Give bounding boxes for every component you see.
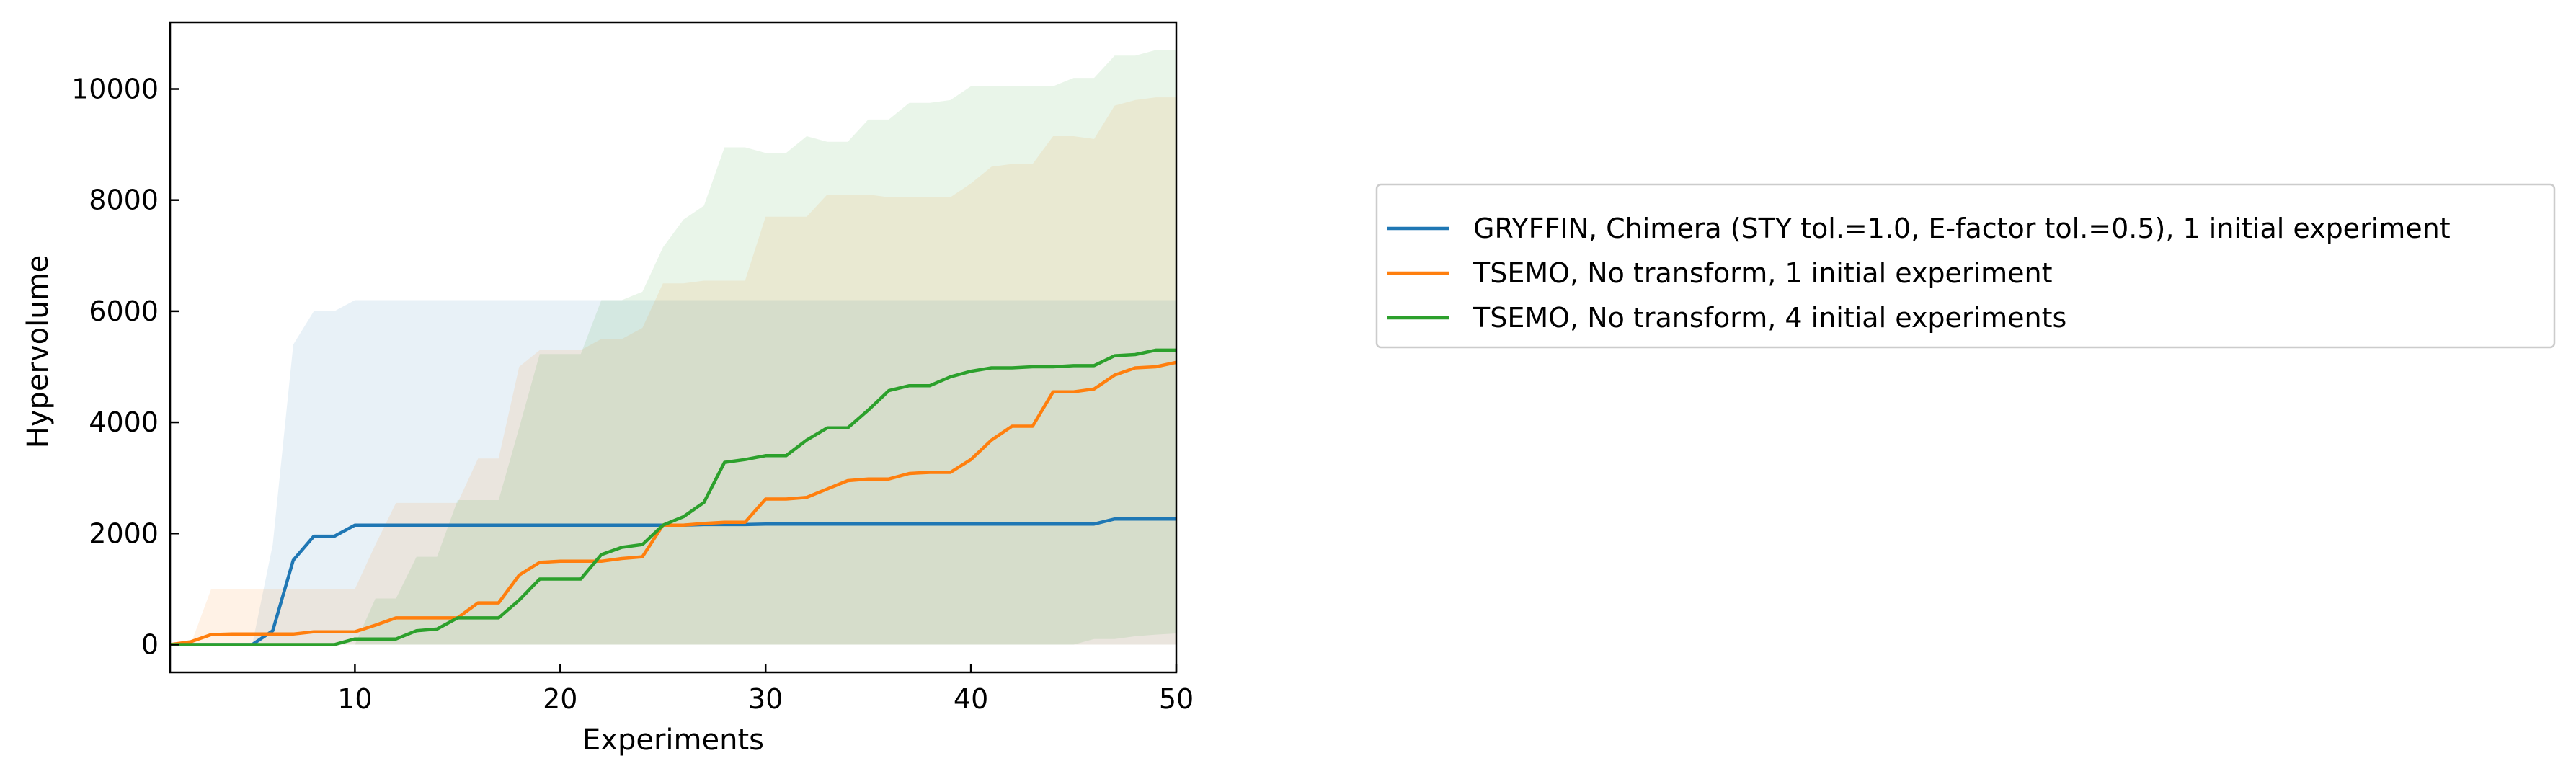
x-axis-ticks: 10 20 30 40 50 [337,664,1194,715]
legend-label-1: GRYFFIN, Chimera (STY tol.=1.0, E-factor… [1473,213,2451,244]
x-tick-label: 50 [1159,683,1194,715]
x-tick-label: 10 [337,683,372,715]
y-tick-label: 0 [141,628,159,660]
x-axis-label: Experiments [582,724,764,757]
y-tick-label: 10000 [71,74,159,105]
y-tick-label: 8000 [89,184,159,216]
y-tick-label: 4000 [89,406,159,438]
legend: GRYFFIN, Chimera (STY tol.=1.0, E-factor… [1375,183,2556,349]
x-tick-label: 30 [748,683,783,715]
series-lines [170,348,1176,646]
legend-frame [1375,183,2556,349]
series-3-line [170,348,1176,646]
y-axis-ticks: 0 2000 4000 6000 8000 10000 [71,74,179,660]
series-2-line [170,360,1176,646]
legend-label-3: TSEMO, No transform, 4 initial experimen… [1473,302,2066,334]
x-tick-label: 40 [954,683,988,715]
series-2-band [170,97,1176,645]
y-axis-label: Hypervolume [22,255,55,448]
confidence-bands [170,50,1176,645]
y-tick-label: 6000 [89,295,159,327]
series-3-band [170,50,1176,645]
y-tick-label: 2000 [89,517,159,549]
x-tick-label: 20 [543,683,577,715]
plot-area-frame [169,21,1178,674]
legend-label-2: TSEMO, No transform, 1 initial experimen… [1473,257,2053,289]
